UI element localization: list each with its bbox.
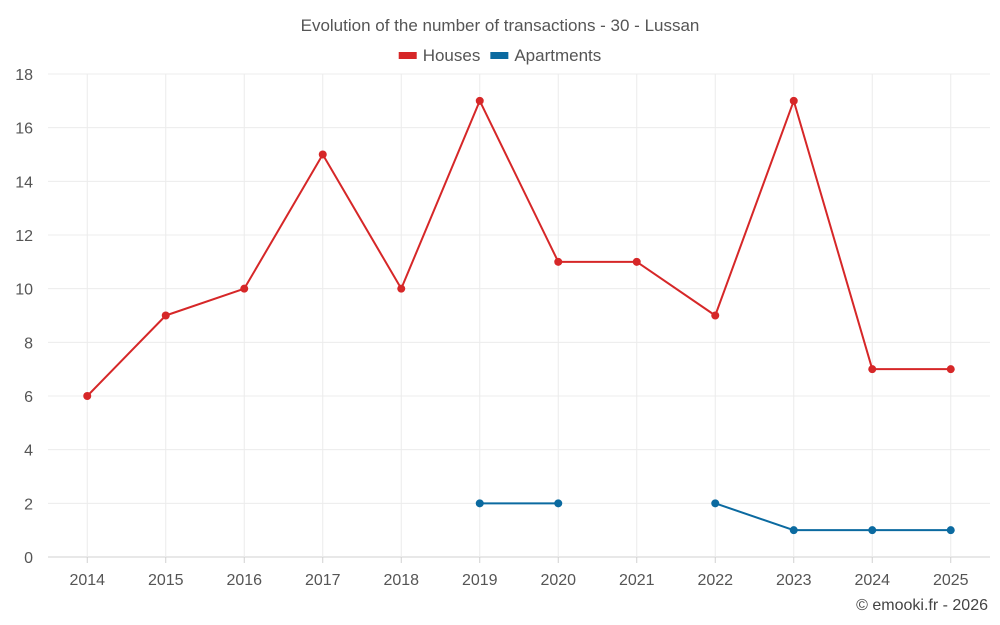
data-point[interactable] — [632, 257, 641, 266]
y-tick-label: 2 — [24, 496, 33, 513]
x-tick-label: 2025 — [933, 572, 969, 589]
series-line — [86, 99, 951, 397]
series-apartments — [475, 499, 955, 535]
legend-item-apartments[interactable]: Apartments — [490, 46, 601, 65]
x-tick-label: 2024 — [854, 572, 890, 589]
y-tick-label: 8 — [24, 335, 33, 352]
data-point[interactable] — [475, 96, 484, 105]
data-point[interactable] — [711, 311, 720, 320]
y-tick-label: 16 — [15, 121, 33, 138]
x-tick-label: 2016 — [226, 572, 262, 589]
y-tick-label: 14 — [15, 174, 33, 191]
x-tick-label: 2023 — [776, 572, 812, 589]
x-tick-label: 2020 — [540, 572, 576, 589]
legend: Houses Apartments — [398, 46, 601, 65]
y-tick-label: 10 — [15, 282, 33, 299]
x-tick-label: 2021 — [619, 572, 655, 589]
x-tick-label: 2018 — [383, 572, 419, 589]
series-houses — [83, 96, 955, 400]
x-tick-label: 2014 — [69, 572, 105, 589]
data-point[interactable] — [946, 365, 955, 374]
data-point[interactable] — [711, 499, 720, 508]
x-tick-label: 2019 — [462, 572, 498, 589]
y-tick-label: 0 — [24, 550, 33, 567]
series-line — [714, 502, 951, 532]
x-tick-label: 2022 — [697, 572, 733, 589]
y-tick-label: 4 — [24, 443, 33, 460]
legend-swatch — [398, 52, 417, 59]
grid — [48, 73, 990, 558]
data-point[interactable] — [318, 150, 327, 159]
chart-title: Evolution of the number of transactions … — [301, 16, 700, 35]
x-tick-label: 2017 — [305, 572, 341, 589]
data-point[interactable] — [946, 526, 955, 535]
y-tick-label: 18 — [15, 67, 33, 84]
data-point[interactable] — [554, 257, 563, 266]
data-point[interactable] — [475, 499, 484, 508]
data-point[interactable] — [161, 311, 170, 320]
x-axis: 2014 2015 2016 2017 2018 2019 2020 2021 2022 2023… — [69, 557, 969, 589]
y-tick-label: 12 — [15, 228, 33, 245]
legend-label: Houses — [423, 46, 481, 65]
x-tick-label: 2015 — [148, 572, 184, 589]
data-point[interactable] — [789, 96, 798, 105]
y-tick-label: 6 — [24, 389, 33, 406]
data-point[interactable] — [83, 392, 92, 400]
data-point[interactable] — [789, 526, 798, 535]
data-point[interactable] — [240, 284, 249, 293]
data-point[interactable] — [868, 526, 877, 535]
data-point[interactable] — [397, 284, 406, 293]
series-layer — [83, 96, 955, 535]
legend-item-houses[interactable]: Houses — [398, 46, 481, 65]
data-point[interactable] — [868, 365, 877, 374]
legend-label: Apartments — [514, 46, 601, 65]
data-point[interactable] — [554, 499, 563, 508]
legend-swatch — [490, 52, 509, 59]
credit-text: © emooki.fr - 2026 — [856, 597, 988, 614]
y-axis: 0 2 4 6 8 10 12 14 16 18 — [15, 67, 33, 567]
